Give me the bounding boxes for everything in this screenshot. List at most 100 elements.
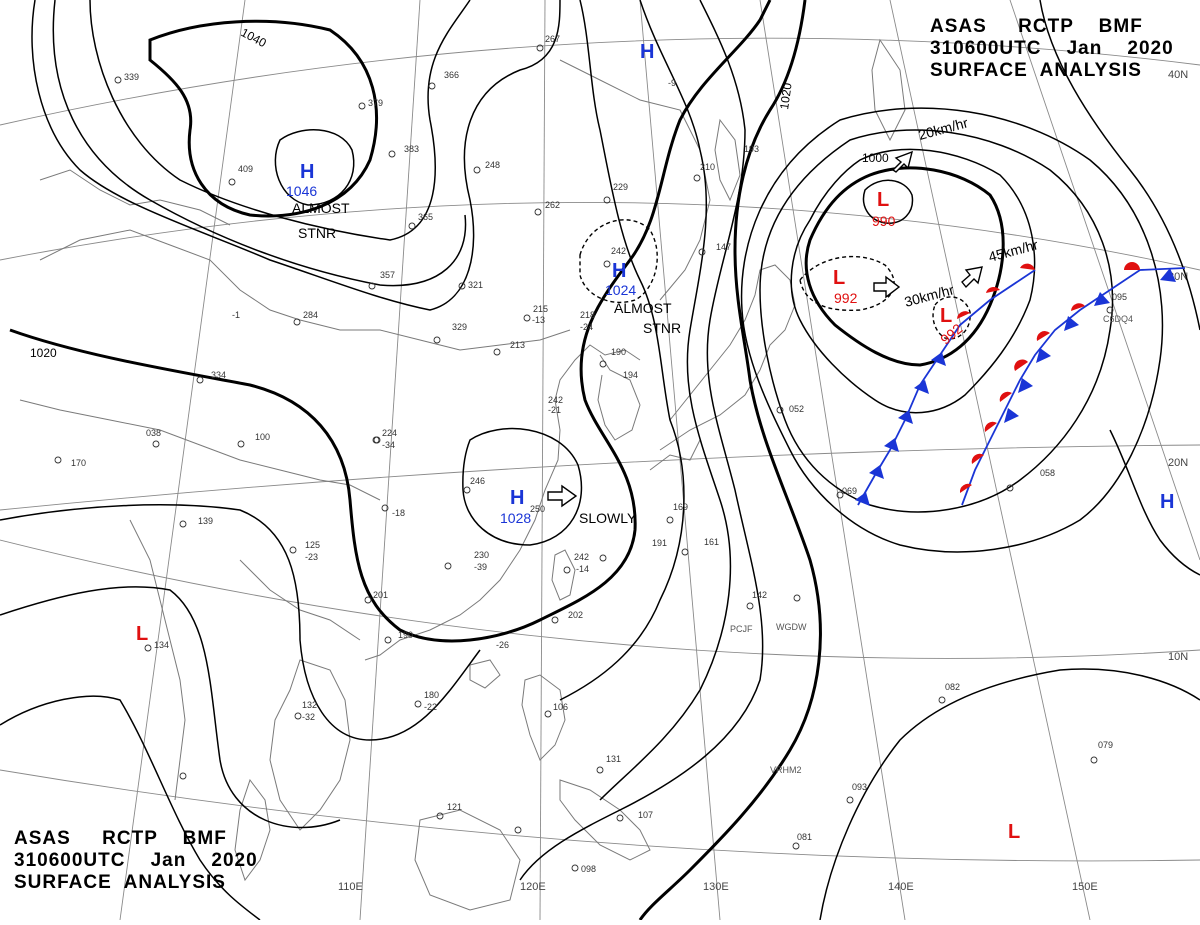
station-value: 215 — [533, 304, 548, 314]
low-pressure-marker: L — [136, 623, 148, 645]
station-value: -18 — [392, 508, 405, 518]
station-value: -23 — [305, 552, 318, 562]
station-value: 202 — [568, 610, 583, 620]
station-id-wgdw: WGDW — [776, 622, 807, 632]
station-value: 357 — [380, 270, 395, 280]
japan-islands — [659, 264, 796, 451]
high-pressure-marker: H — [640, 41, 654, 63]
lat-label-10n: 10N — [1168, 651, 1188, 663]
warm-front-semicircle — [1036, 331, 1050, 341]
station-value: 246 — [470, 476, 485, 486]
header-line-2: 310600UTC Jan 2020 — [930, 38, 1174, 59]
korea-peninsula — [597, 354, 641, 441]
longitude-line-160e — [1009, 0, 1200, 561]
station-value: 365 — [418, 212, 433, 222]
footer-line-3: SURFACE ANALYSIS — [14, 872, 226, 893]
station-value: 142 — [752, 590, 767, 600]
latitude-line-10n — [0, 539, 1200, 659]
isobar-low-outer-2 — [740, 107, 1164, 553]
station-value: 248 — [485, 160, 500, 170]
latitude-line-0 — [0, 769, 1200, 862]
isobar-1020-west — [9, 0, 772, 643]
high-pressure-marker: H — [1160, 491, 1174, 513]
station-value: -21 — [548, 405, 561, 415]
isobar-1020-east — [638, 0, 822, 921]
warm-front-semicircle — [1071, 303, 1085, 311]
station-value: 250 — [530, 504, 545, 514]
station-value: -14 — [576, 564, 589, 574]
footer-title: ASAS RCTP BMF 310600UTC Jan 2020 SURFACE… — [14, 828, 258, 894]
borneo — [414, 809, 521, 911]
station-value: 267 — [545, 34, 560, 44]
station-value: 229 — [613, 182, 628, 192]
cold-front-east — [961, 267, 1186, 506]
warm-front-semicircle — [1124, 262, 1140, 270]
low-pressure-value: 992 — [834, 290, 858, 306]
station-value: 038 — [146, 428, 161, 438]
station-value: 194 — [623, 370, 638, 380]
cold-front-triangle — [1004, 408, 1019, 423]
cold-front-triangle — [855, 492, 870, 506]
cold-front-triangle — [1160, 268, 1176, 282]
station-value: 100 — [255, 432, 270, 442]
cold-fronts — [855, 262, 1186, 506]
station-value: 058 — [1040, 468, 1055, 478]
station-value: 169 — [673, 502, 688, 512]
isobar-1040 — [148, 19, 378, 218]
isobar-label-1020-east: 1020 — [777, 82, 795, 111]
station-value: 230 — [474, 550, 489, 560]
station-value: 161 — [704, 537, 719, 547]
station-value: 334 — [211, 370, 226, 380]
station-value: 131 — [606, 754, 621, 764]
station-value: 193 — [744, 144, 759, 154]
longitude-line-120e — [539, 0, 546, 921]
lon-label-120e: 120E — [520, 881, 546, 893]
low-pressure-marker: L — [940, 305, 952, 327]
station-value: -13 — [532, 315, 545, 325]
station-id-c6dq4: C6DQ4 — [1103, 314, 1133, 324]
station-id-pcjf: PCJF — [730, 624, 753, 634]
motion-label-slowly: SLOWLY — [579, 510, 637, 526]
china-coast — [364, 344, 641, 661]
isobar-1012 — [0, 695, 261, 921]
warm-front-semicircle — [959, 483, 972, 493]
isobar-996 — [804, 166, 1005, 367]
station-value: 125 — [305, 540, 320, 550]
latitude-line-40n — [0, 37, 1200, 126]
header-title: ASAS RCTP BMF 310600UTC Jan 2020 SURFACE… — [930, 16, 1174, 82]
station-value: 139 — [198, 516, 213, 526]
isobar-1046-core — [274, 129, 355, 206]
high-pressure-marker: H — [300, 161, 314, 183]
isobar-southeast — [819, 668, 1200, 921]
warm-front-semicircle — [957, 311, 970, 319]
isobar-east-sea-3 — [519, 0, 764, 881]
station-value: 081 — [797, 832, 812, 842]
malay-peninsula — [234, 778, 271, 882]
station-value: 213 — [510, 340, 525, 350]
lat-label-20n: 20N — [1168, 457, 1188, 469]
station-value: 383 — [404, 144, 419, 154]
station-value: 190 — [611, 347, 626, 357]
station-value: 052 — [789, 404, 804, 414]
warm-front-semicircle — [984, 421, 997, 432]
isobar-992-small-dashed — [932, 296, 971, 340]
motion-label-almost-2: ALMOST — [614, 300, 672, 316]
motion-label-stnr-1: STNR — [298, 225, 336, 241]
motion-label-almost-1: ALMOST — [292, 200, 350, 216]
high-pressure-value: 1024 — [605, 282, 636, 298]
station-value: 409 — [238, 164, 253, 174]
isobar-low-outer-1 — [759, 129, 1114, 513]
longitude-line-150e — [889, 0, 1091, 921]
longitude-line-100e — [119, 0, 246, 921]
warm-front-semicircle — [971, 453, 984, 464]
low-pressure-marker: L — [877, 189, 889, 211]
station-plots: 267 339 379 366 383 409 365 357 321 284 … — [54, 34, 1133, 874]
isobar-east-edge — [1039, 0, 1200, 331]
warm-front-semicircle — [986, 286, 1000, 293]
station-value: 339 — [124, 72, 139, 82]
motion-label-stnr-2: STNR — [643, 320, 681, 336]
warm-front-semicircle — [1014, 359, 1028, 371]
